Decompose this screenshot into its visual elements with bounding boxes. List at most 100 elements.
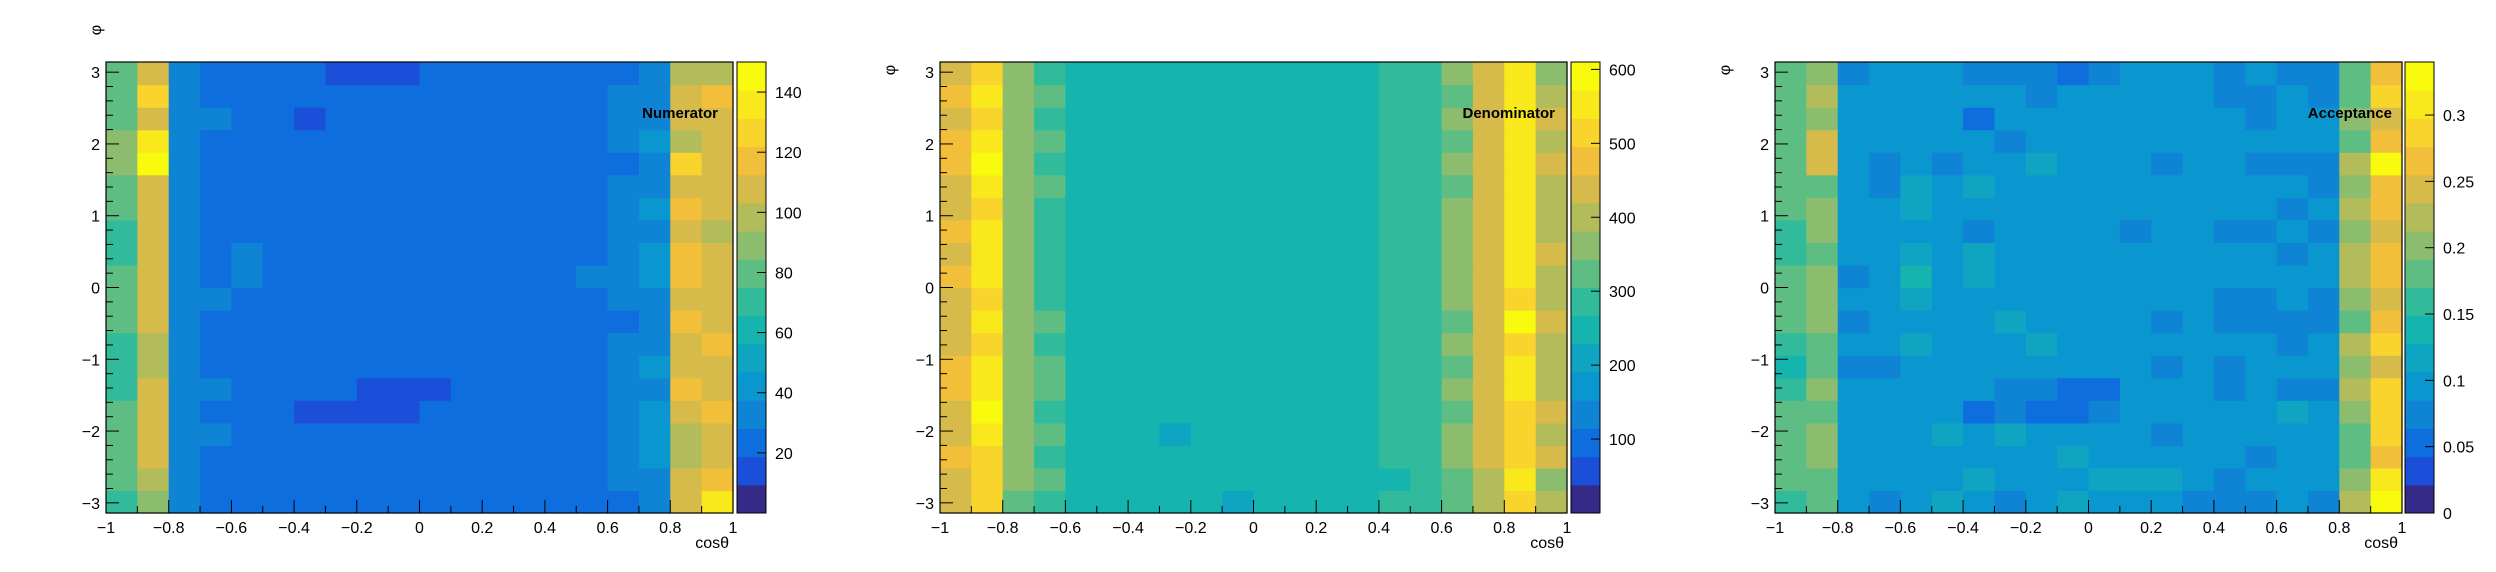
z-tick-label: 20 xyxy=(775,446,793,463)
heatmap-cell xyxy=(1410,287,1443,311)
heatmap-cell xyxy=(2213,62,2246,86)
heatmap-cell xyxy=(2276,467,2309,492)
heatmap-cell xyxy=(1806,445,1839,469)
y-tick-label: −3 xyxy=(916,496,934,513)
heatmap-cell xyxy=(576,422,609,446)
heatmap-cell xyxy=(971,174,1004,198)
heatmap-cell xyxy=(2213,287,2246,311)
heatmap-cell xyxy=(607,400,640,424)
y-tick-label: 2 xyxy=(925,137,934,154)
heatmap-cell xyxy=(1994,332,2027,356)
heatmap-cell xyxy=(137,107,170,131)
color-scale-step xyxy=(737,174,766,204)
heatmap-cell xyxy=(1096,490,1129,514)
acceptance-title: Acceptance xyxy=(2308,105,2392,122)
heatmap-cell xyxy=(450,377,483,401)
heatmap-cell xyxy=(670,129,703,153)
heatmap-cell xyxy=(1284,107,1317,131)
heatmap-cell xyxy=(1441,310,1474,334)
heatmap-cell xyxy=(2307,152,2340,176)
heatmap-cell xyxy=(1378,152,1411,176)
heatmap-cell xyxy=(1253,242,1286,266)
heatmap-cell xyxy=(482,400,515,424)
heatmap-cell xyxy=(1222,219,1255,243)
heatmap-cell xyxy=(106,490,138,514)
heatmap-cell xyxy=(1535,62,1568,86)
heatmap-cell xyxy=(1441,242,1474,266)
heatmap-cell xyxy=(1316,310,1349,334)
heatmap-cell xyxy=(2119,107,2152,131)
x-tick-label: 0.2 xyxy=(471,520,493,537)
heatmap-cell xyxy=(168,377,201,401)
heatmap-cell xyxy=(1963,242,1996,266)
heatmap-cell xyxy=(262,310,295,334)
heatmap-cell xyxy=(2088,62,2121,86)
heatmap-cell xyxy=(106,310,138,334)
heatmap-cell xyxy=(1410,107,1443,131)
heatmap-cell xyxy=(2151,242,2184,266)
heatmap-cell xyxy=(670,467,703,492)
heatmap-cell xyxy=(2276,445,2309,469)
heatmap-cell xyxy=(2025,400,2058,424)
heatmap-cell xyxy=(1253,445,1286,469)
heatmap-cell xyxy=(356,467,389,492)
heatmap-cell xyxy=(1806,310,1839,334)
x-tick-label: 0.2 xyxy=(2140,520,2162,537)
heatmap-cell xyxy=(701,62,734,86)
heatmap-cell xyxy=(2119,400,2152,424)
x-tick-label: −0.4 xyxy=(1112,520,1144,537)
heatmap-cell xyxy=(262,197,295,221)
heatmap-cell xyxy=(2182,84,2215,108)
heatmap-cell xyxy=(1535,287,1568,311)
heatmap-cell xyxy=(325,287,358,311)
y-tick-label: −2 xyxy=(1751,424,1769,441)
heatmap-cell xyxy=(670,355,703,379)
heatmap-cell xyxy=(1159,310,1192,334)
heatmap-cell xyxy=(168,174,201,198)
x-tick-label: −0.2 xyxy=(2010,520,2042,537)
heatmap-cell xyxy=(607,287,640,311)
heatmap-cell xyxy=(1190,377,1223,401)
heatmap-cell xyxy=(1775,62,1807,86)
heatmap-cell xyxy=(1837,84,1870,108)
heatmap-cell xyxy=(1869,264,1901,289)
heatmap-cell xyxy=(2245,129,2278,153)
heatmap-cell xyxy=(2119,152,2152,176)
heatmap-cell xyxy=(2151,219,2184,243)
heatmap-cell xyxy=(2339,400,2372,424)
heatmap-cell xyxy=(450,219,483,243)
x-tick-label: 0.6 xyxy=(596,520,618,537)
heatmap-cell xyxy=(2245,332,2278,356)
heatmap-cell xyxy=(1284,490,1317,514)
heatmap-cell xyxy=(482,62,515,86)
heatmap-cell xyxy=(1504,467,1537,492)
heatmap-cell xyxy=(1378,467,1411,492)
heatmap-cell xyxy=(1128,445,1161,469)
z-tick-label: 40 xyxy=(775,386,793,403)
heatmap-cell xyxy=(1963,129,1996,153)
heatmap-cell xyxy=(294,467,327,492)
heatmap-cell xyxy=(1535,174,1568,198)
heatmap-cell xyxy=(1002,400,1035,424)
heatmap-cell xyxy=(356,490,389,514)
heatmap-cell xyxy=(1378,174,1411,198)
heatmap-cell xyxy=(356,84,389,108)
heatmap-cell xyxy=(2025,287,2058,311)
color-scale-step xyxy=(1571,484,1600,514)
heatmap-cell xyxy=(1159,400,1192,424)
heatmap-cell xyxy=(1806,355,1839,379)
heatmap-cell xyxy=(450,422,483,446)
heatmap-cell xyxy=(2119,355,2152,379)
heatmap-cell xyxy=(200,445,232,469)
heatmap-cell xyxy=(1159,152,1192,176)
heatmap-cell xyxy=(971,197,1004,221)
heatmap-cell xyxy=(2088,490,2121,514)
heatmap-cell xyxy=(294,264,327,289)
heatmap-cell xyxy=(2245,310,2278,334)
heatmap-cell xyxy=(1869,445,1901,469)
heatmap-cell xyxy=(2119,377,2152,401)
heatmap-cell xyxy=(607,355,640,379)
heatmap-cell xyxy=(1190,84,1223,108)
x-tick-label: 0.8 xyxy=(2328,520,2350,537)
heatmap-cell xyxy=(1222,400,1255,424)
